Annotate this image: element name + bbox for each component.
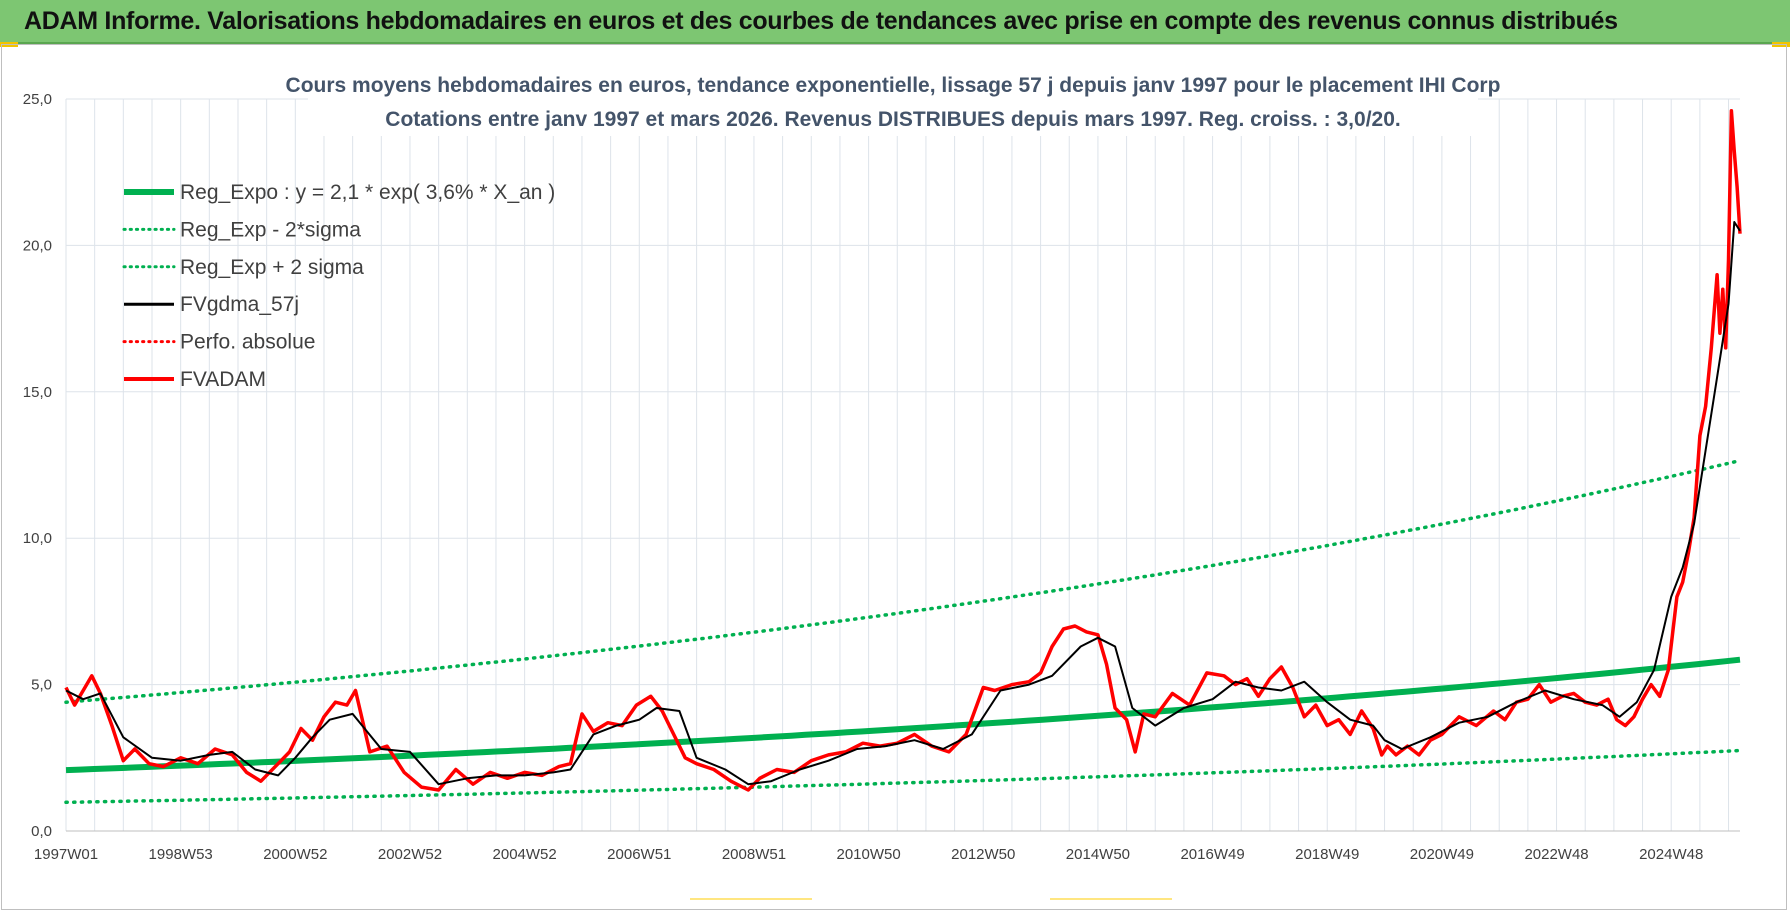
series-fvadam [64,108,1742,792]
y-tick-label: 20,0 [23,237,52,254]
x-tick-label: 1998W53 [149,846,213,863]
x-tick-label: 2020W49 [1410,846,1474,863]
series-reg-expo [65,656,1741,774]
x-tick-label: 2022W48 [1524,846,1588,863]
x-tick-label: 2016W49 [1180,846,1244,863]
series-fvgdma-57j [65,221,1741,786]
x-tick-label: 2024W48 [1639,846,1703,863]
x-tick-label: 2018W49 [1295,846,1359,863]
y-tick-label: 0,0 [31,823,52,840]
chart-series [64,108,1742,805]
y-axis-ticks: 0,0 5,0 10,0 15,0 20,0 25,0 [23,91,52,840]
report-title: ADAM Informe. Valorisations hebdomadaire… [24,7,1618,35]
legend-label: Reg_Exp + 2 sigma [180,256,364,279]
x-tick-label: 2010W50 [836,846,900,863]
chart-subtitle: Cotations entre janv 1997 et mars 2026. … [385,108,1400,131]
legend-label: Perfo. absolue [180,331,315,354]
legend-label: Reg_Exp - 2*sigma [180,218,361,241]
y-tick-label: 15,0 [23,384,52,401]
x-tick-label: 2006W51 [607,846,671,863]
chart-legend: Reg_Expo : y = 2,1 * exp( 3,6% * X_an ) R… [122,181,555,391]
y-tick-label: 5,0 [31,677,52,694]
chart-frame [1,44,1787,910]
x-axis-ticks: 1997W01 1998W53 2000W52 2002W52 2004W52 2006W… [34,846,1703,863]
y-tick-label: 25,0 [23,91,52,108]
chart-grid [65,98,1740,832]
chart-title: Cours moyens hebdomadaires en euros, ten… [286,74,1501,97]
report-banner: ADAM Informe. Valorisations hebdomadaire… [0,0,1790,44]
legend-label: FVADAM [180,368,266,391]
title-background [308,62,1478,136]
series-reg-plus-2sigma [64,458,1742,704]
x-tick-label: 2002W52 [378,846,442,863]
series-reg-minus-2sigma [64,748,1742,805]
legend-label: FVgdma_57j [180,293,299,316]
x-tick-label: 2008W51 [722,846,786,863]
legend-label: Reg_Expo : y = 2,1 * exp( 3,6% * X_an ) [180,181,555,204]
x-tick-label: 2014W50 [1066,846,1130,863]
x-tick-label: 1997W01 [34,846,98,863]
y-tick-label: 10,0 [23,530,52,547]
x-tick-label: 2012W50 [951,846,1015,863]
x-tick-label: 2000W52 [263,846,327,863]
x-tick-label: 2004W52 [493,846,557,863]
